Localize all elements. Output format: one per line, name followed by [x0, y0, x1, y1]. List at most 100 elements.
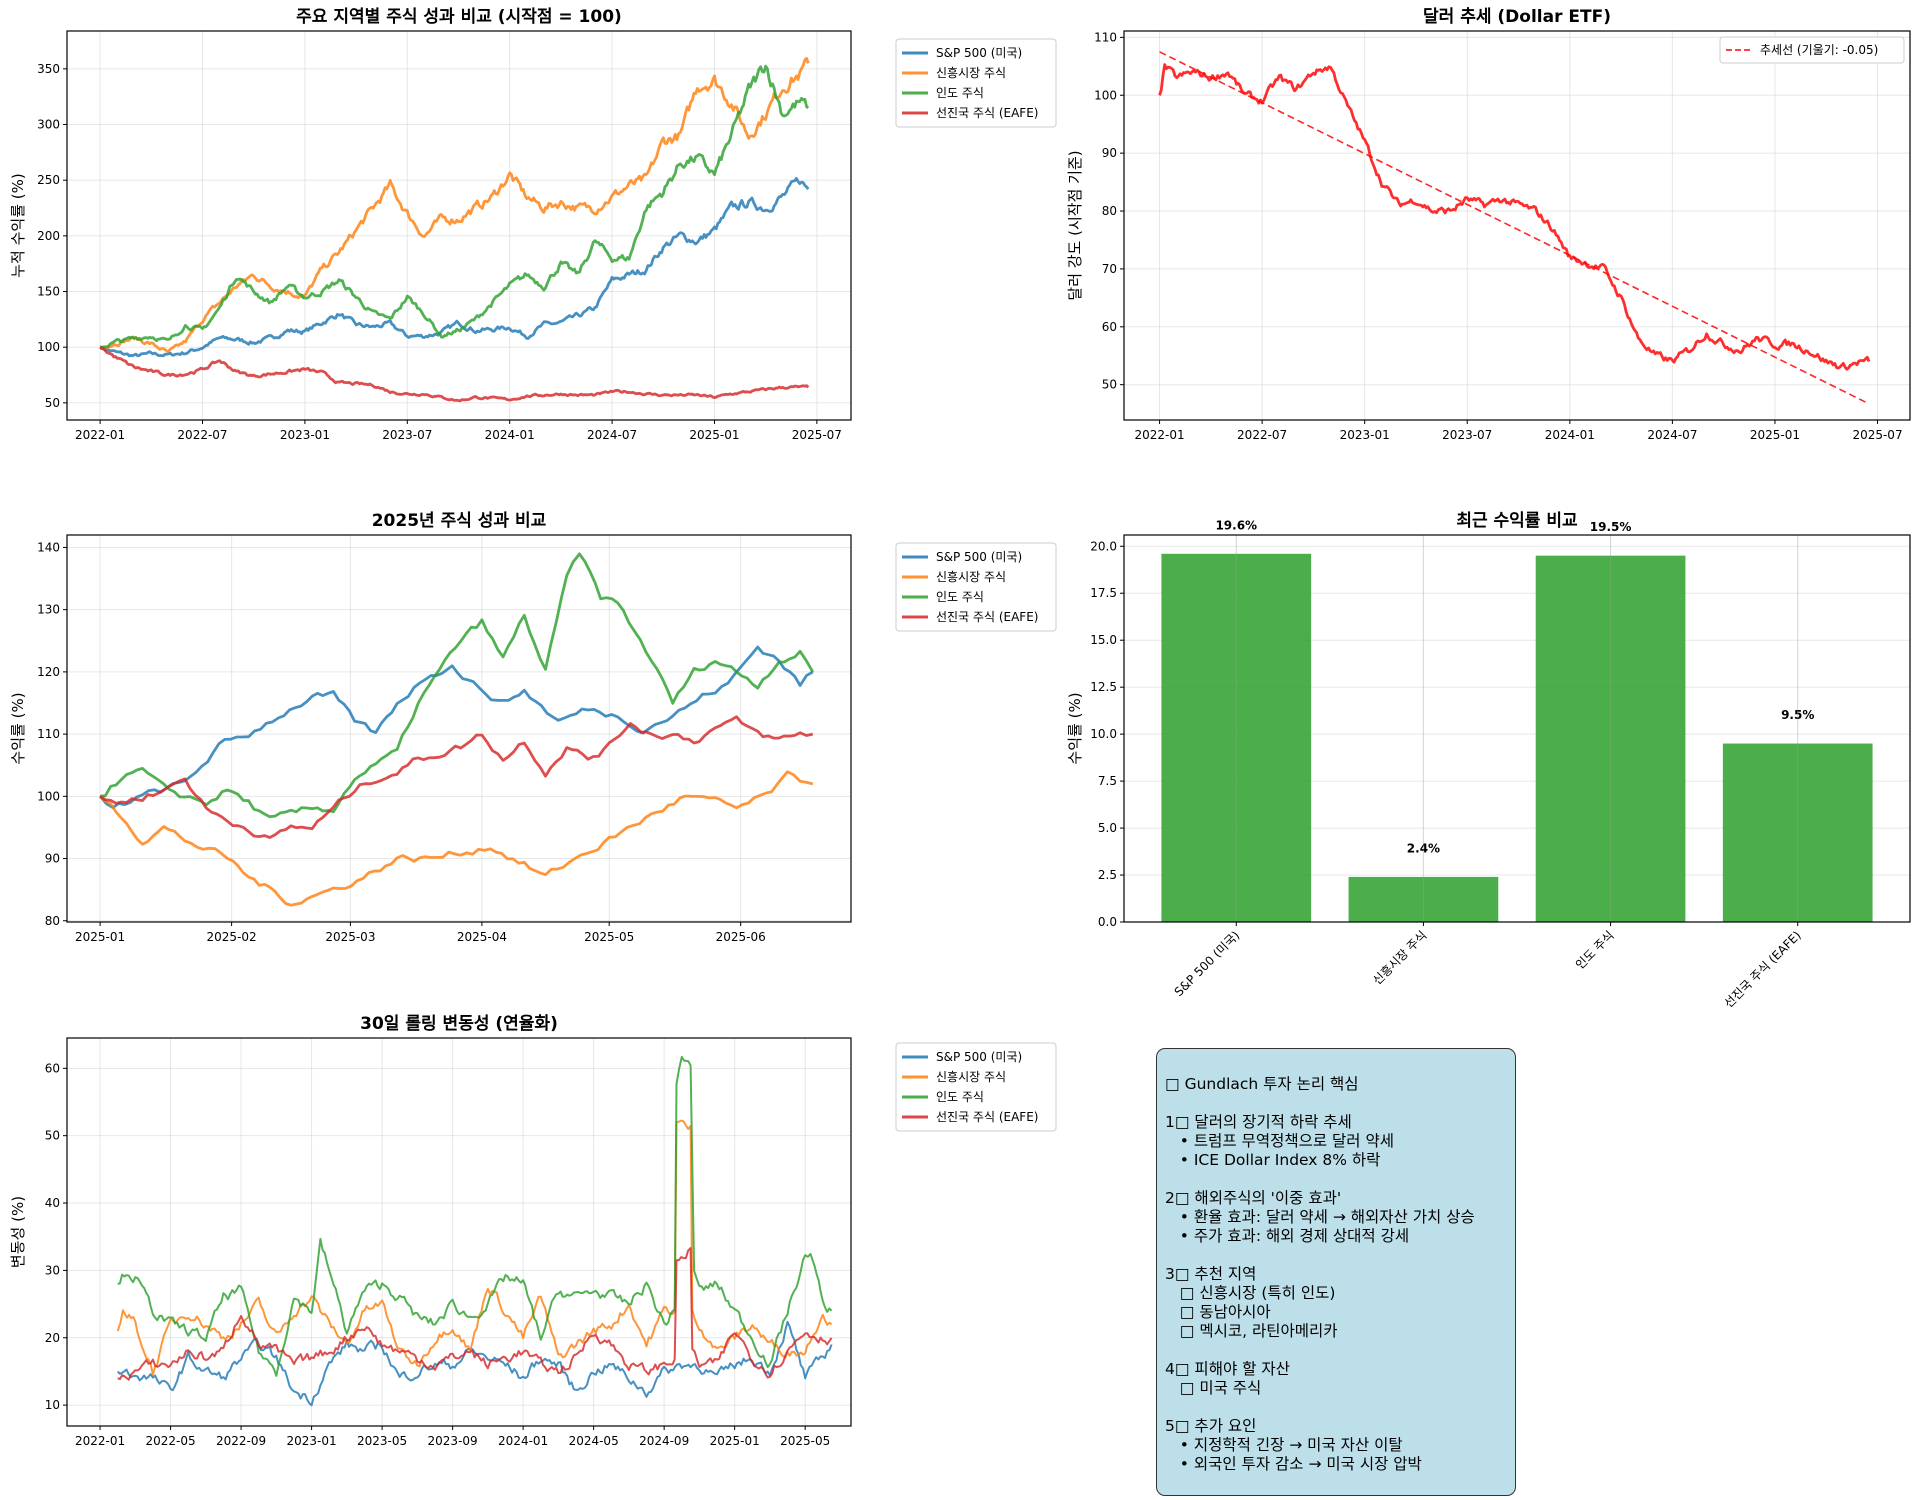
- y-tick-label: 17.5: [1090, 586, 1117, 600]
- series-line-1: [99, 770, 814, 907]
- legend-label: 신흥시장 주식: [936, 66, 1006, 80]
- chart-title: 30일 롤링 변동성 (연율화): [360, 1014, 558, 1034]
- x-tick-label: 2025-07: [1852, 428, 1902, 442]
- series-line-2: [99, 64, 810, 350]
- x-tick-label: 2024-07: [1647, 428, 1697, 442]
- plot-area: [67, 1038, 851, 1426]
- y-tick-label: 130: [37, 603, 60, 617]
- legend-box: [895, 1042, 1057, 1132]
- axes-frame: [66, 30, 852, 421]
- x-tick-label: 2025-07: [792, 428, 842, 442]
- y-tick-label: 0.0: [1098, 915, 1117, 929]
- y-tick-label: 80: [45, 914, 60, 928]
- y-tick-label: 50: [45, 396, 60, 410]
- bar-value-label: 19.5%: [1590, 520, 1632, 534]
- y-axis-label: 달러 강도 (시작점 기준): [1066, 150, 1084, 300]
- y-tick-label: 100: [37, 340, 60, 354]
- chart-cumulative: 2022-01 2022-07 2023-01 2023-07 2024-01 2024-…: [9, 7, 1057, 442]
- x-tick-label: 2023-07: [1442, 428, 1492, 442]
- note-line: • 환율 효과: 달러 약세 → 해외자산 가치 상승: [1165, 1208, 1475, 1226]
- bar-value-label: 2.4%: [1407, 841, 1440, 855]
- x-tick-label: 2024-07: [587, 428, 637, 442]
- chart-volatility: 2022-01 2022-05 2022-09 2023-01 2023-05 2023-…: [9, 1014, 1057, 1448]
- y-tick-label: 12.5: [1090, 680, 1117, 694]
- y-tick-label: 90: [1102, 146, 1117, 160]
- y-tick-label: 50: [45, 1129, 60, 1143]
- x-tick-label: 2023-01: [280, 428, 330, 442]
- y-tick-label: 7.5: [1098, 774, 1117, 788]
- series-line-0: [99, 645, 814, 809]
- axes-frame: [1123, 534, 1911, 923]
- x-tick-label: 2025-02: [207, 930, 257, 944]
- note-line: □ Gundlach 투자 논리 핵심: [1165, 1075, 1359, 1093]
- chart-title: 주요 지역별 주식 성과 비교 (시작점 = 100): [296, 7, 622, 27]
- x-tick-label: 2024-01: [498, 1434, 548, 1448]
- y-tick-label: 10.0: [1090, 727, 1117, 741]
- legend-label: 인도 주식: [936, 86, 984, 100]
- plot-area: [67, 31, 851, 420]
- y-tick-label: 30: [45, 1263, 60, 1277]
- note-line: □ 신흥시장 (특히 인도): [1165, 1284, 1336, 1302]
- x-tick-label: 2022-09: [216, 1434, 266, 1448]
- y-tick-label: 140: [37, 540, 60, 554]
- x-tick-label: 2023-01: [1340, 428, 1390, 442]
- investment-thesis-textbox: □ Gundlach 투자 논리 핵심 1□ 달러의 장기적 하락 추세 • 트럼…: [1156, 1048, 1516, 1496]
- chart-title: 최근 수익률 비교: [1456, 511, 1578, 531]
- legend-box: [1719, 36, 1905, 64]
- note-spacer: [1165, 1341, 1515, 1360]
- axes-frame: [66, 534, 852, 923]
- x-tick-label: 2022-01: [75, 1434, 125, 1448]
- bar-3: [1722, 743, 1873, 922]
- x-tick-label: 신흥시장 주식: [1370, 928, 1429, 987]
- legend-box: [895, 542, 1057, 632]
- chart-title: 달러 추세 (Dollar ETF): [1423, 6, 1611, 27]
- x-tick-label: 2022-01: [1134, 428, 1184, 442]
- x-tick-label: 2025-04: [457, 930, 507, 944]
- y-tick-label: 90: [45, 852, 60, 866]
- x-tick-label: 2022-01: [75, 428, 125, 442]
- bar-value-label: 19.6%: [1215, 518, 1257, 532]
- y-tick-label: 250: [37, 173, 60, 187]
- note-spacer: [1165, 1398, 1515, 1417]
- note-spacer: [1165, 1094, 1515, 1113]
- y-tick-label: 60: [1102, 320, 1117, 334]
- legend-label: S&P 500 (미국): [936, 46, 1022, 60]
- x-tick-label: 2025-01: [1750, 428, 1800, 442]
- bar-2: [1535, 555, 1686, 922]
- legend-label: 선진국 주식 (EAFE): [936, 1110, 1038, 1124]
- chart-recent_returns: S&P 500 (미국) 신흥시장 주식 인도 주식 선진국 주식 (EAFE) 0.0…: [1066, 511, 1911, 1011]
- y-tick-label: 20.0: [1090, 539, 1117, 553]
- x-tick-label: S&P 500 (미국): [1172, 928, 1243, 999]
- x-tick-label: 2023-09: [428, 1434, 478, 1448]
- chart-title: 2025년 주식 성과 비교: [372, 511, 547, 531]
- note-line: 3□ 추천 지역: [1165, 1265, 1257, 1283]
- bar-value-label: 9.5%: [1781, 708, 1814, 722]
- y-tick-label: 15.0: [1090, 633, 1117, 647]
- series-line-3: [117, 1247, 833, 1381]
- note-spacer: [1165, 1246, 1515, 1265]
- y-tick-label: 60: [45, 1061, 60, 1075]
- legend: 추세선 (기울기: -0.05): [1719, 36, 1905, 64]
- y-tick-label: 2.5: [1098, 868, 1117, 882]
- y-axis-label: 수익률 (%): [1066, 692, 1084, 764]
- y-tick-label: 40: [45, 1196, 60, 1210]
- x-tick-label: 2024-01: [1545, 428, 1595, 442]
- legend-box: [895, 38, 1057, 128]
- x-tick-label: 2024-01: [485, 428, 535, 442]
- note-line: 5□ 추가 요인: [1165, 1417, 1257, 1435]
- chart-dollar: 2022-01 2022-07 2023-01 2023-07 2024-01 2024-…: [1066, 6, 1911, 442]
- x-tick-label: 2025-01: [689, 428, 739, 442]
- y-tick-label: 70: [1102, 262, 1117, 276]
- note-line: □ 멕시코, 라틴아메리카: [1165, 1322, 1338, 1340]
- series-line-2: [99, 552, 815, 819]
- y-tick-label: 120: [37, 665, 60, 679]
- x-tick-label: 선진국 주식 (EAFE): [1721, 928, 1803, 1010]
- y-tick-label: 110: [1094, 30, 1117, 44]
- note-line: • 주가 효과: 해외 경제 상대적 강세: [1165, 1227, 1410, 1245]
- y-tick-label: 50: [1102, 378, 1117, 392]
- plot-area: [67, 535, 851, 922]
- x-tick-label: 2024-05: [569, 1434, 619, 1448]
- x-tick-label: 2022-07: [1237, 428, 1287, 442]
- note-spacer: [1165, 1170, 1515, 1189]
